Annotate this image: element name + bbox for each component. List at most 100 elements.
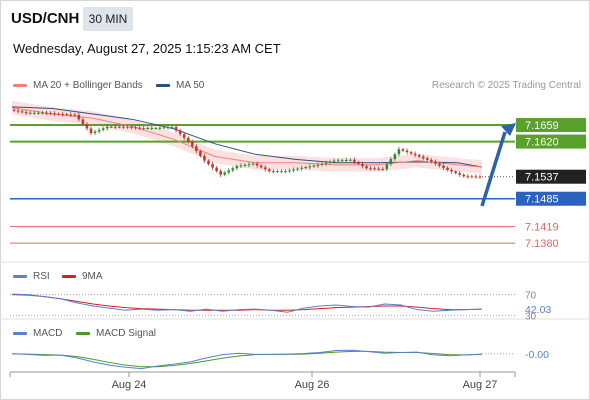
candle-body [336, 160, 340, 162]
candle-body [357, 161, 360, 165]
candle-body [203, 155, 206, 161]
candle-body [126, 126, 129, 128]
candle-body [259, 165, 263, 168]
candle-body [134, 127, 137, 129]
candle-body [41, 112, 44, 114]
candle-body [61, 114, 64, 116]
candle-body [223, 172, 227, 175]
candle-body [77, 114, 81, 120]
candle-body [474, 176, 478, 178]
rsi-last-label: 42.03 [525, 304, 551, 316]
x-tick-label-aug-24: Aug 24 [112, 379, 147, 391]
candle-body [434, 161, 437, 164]
candle-body [462, 174, 466, 177]
candle-body [81, 119, 85, 125]
candle-body [272, 171, 275, 173]
legend-ma20-label: MA 20 + Bollinger Bands [33, 80, 143, 91]
candle-body [478, 176, 482, 178]
price-tag-7.1659 [516, 118, 586, 133]
candle-body [12, 109, 16, 111]
candle-body [255, 163, 259, 166]
timeframe-badge[interactable]: 30 MIN [83, 7, 133, 31]
candle-body [207, 160, 210, 165]
candle-body [32, 112, 36, 114]
candle-body [101, 128, 105, 130]
legend-macd-signal: MACD Signal [76, 328, 156, 339]
candle-body [413, 153, 417, 156]
candle-body [365, 166, 368, 169]
candle-body [186, 137, 190, 142]
candle-body [142, 128, 145, 130]
candle-body [170, 126, 174, 128]
datetime-label: Wednesday, August 27, 2025 1:15:23 AM CE… [13, 41, 281, 56]
candle-body [146, 128, 150, 130]
candle-body [401, 149, 405, 151]
candle-body [162, 127, 166, 129]
candle-body [263, 167, 267, 170]
candle-body [37, 112, 40, 114]
candle-body [304, 167, 308, 169]
candle-body [389, 159, 393, 165]
candle-body [239, 165, 243, 167]
candle-body [93, 131, 97, 134]
candle-body [276, 171, 279, 173]
macd-last-label: -0.00 [525, 349, 549, 361]
candle-body [178, 130, 182, 135]
candle-body [316, 164, 320, 166]
forecast-arrowhead [501, 123, 516, 137]
macd-line [11, 349, 483, 370]
price-label-7.1419: 7.1419 [525, 222, 559, 234]
candle-body [182, 134, 186, 138]
candle-body [199, 151, 202, 156]
candle-body [430, 159, 433, 162]
candle-body [421, 156, 425, 159]
candle-body [405, 150, 409, 153]
candle-body [393, 154, 397, 160]
candle-body [344, 159, 348, 161]
candle-body [16, 110, 20, 112]
price-label-7.1659: 7.1659 [525, 120, 559, 132]
candle-body [417, 155, 421, 157]
legend-macd: MACD [13, 328, 62, 339]
candle-body [45, 112, 48, 114]
candle-body [409, 152, 413, 154]
candle-body [247, 164, 251, 166]
candle-body [114, 126, 117, 128]
candle-body [109, 126, 113, 128]
legend-rsi: RSI [13, 271, 50, 282]
rsi-tick-70: 70 [525, 291, 537, 302]
price-tag-7.1485 [516, 191, 586, 206]
candle-body [89, 128, 93, 134]
legend-macd-label: MACD [33, 328, 63, 339]
candle-body [24, 112, 28, 114]
candle-body [174, 126, 178, 131]
candle-body [369, 168, 372, 170]
legend-rsi-ma: 9MA [62, 271, 103, 282]
candle-body [243, 164, 247, 166]
legend-ma20: MA 20 + Bollinger Bands [13, 80, 143, 91]
candle-body [450, 169, 453, 172]
candle-body [235, 166, 239, 169]
candle-body [466, 176, 470, 178]
candle-body [211, 164, 214, 168]
candle-body [191, 141, 194, 147]
candle-body [49, 113, 52, 115]
rsi-line [11, 293, 483, 313]
ma20-swatch [13, 83, 27, 87]
candle-body [231, 168, 235, 171]
price-label-7.1537: 7.1537 [525, 172, 559, 184]
candle-body [458, 173, 462, 175]
candle-body [227, 170, 231, 173]
legend-rsi-label: RSI [33, 271, 50, 282]
ma20-line [11, 107, 483, 168]
candle-body [442, 165, 445, 168]
legend-rsi-ma-label: 9MA [82, 271, 103, 282]
candle-body [154, 128, 158, 130]
bollinger-band [12, 100, 482, 174]
candle-body [312, 165, 316, 167]
candle-body [296, 168, 299, 170]
candle-body [158, 127, 162, 129]
rsi-tick-30: 30 [525, 311, 537, 322]
legend-ma50-label: MA 50 [176, 80, 205, 91]
